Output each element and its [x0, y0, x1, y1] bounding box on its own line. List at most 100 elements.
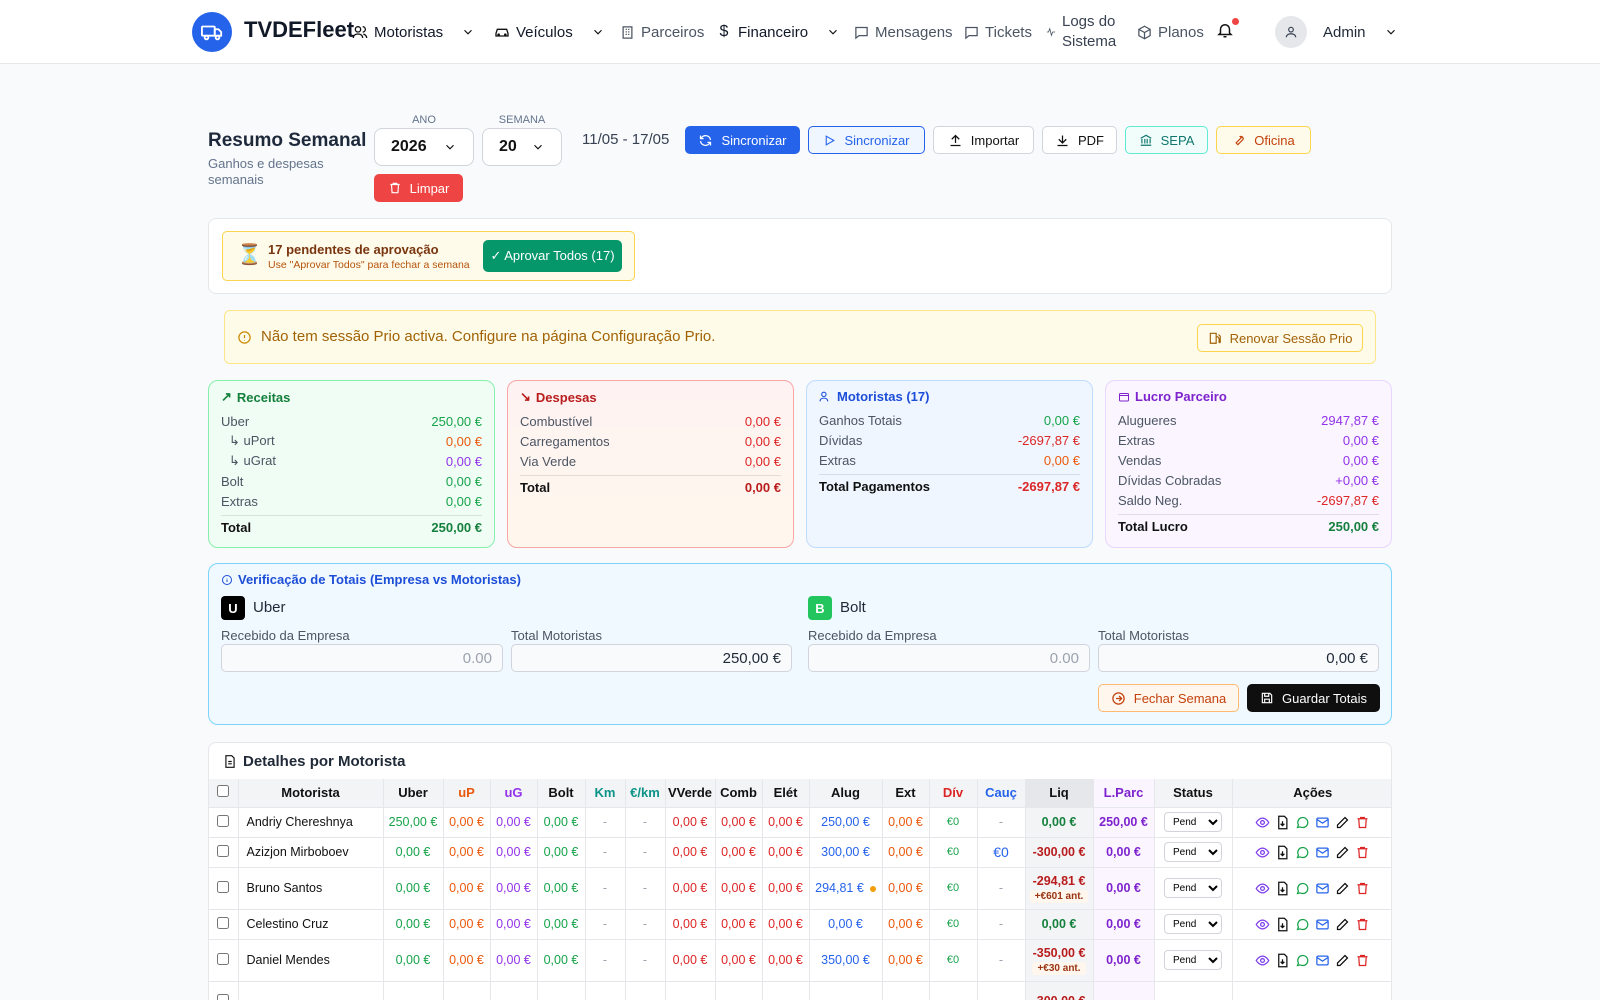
bolt-recebido-input[interactable]: 0.00	[808, 644, 1090, 672]
limpar-button[interactable]: Limpar	[374, 174, 463, 202]
ano-select[interactable]: 2026	[374, 128, 474, 166]
truck-logo-icon[interactable]	[192, 12, 232, 52]
nav-mensagens-label: Mensagens	[875, 23, 953, 41]
col-header[interactable]: Alug	[809, 779, 883, 807]
nav-parceiros[interactable]: Parceiros	[620, 0, 704, 64]
mail-icon[interactable]	[1315, 953, 1330, 968]
col-header[interactable]: Ações	[1232, 779, 1391, 807]
driver-name[interactable]	[238, 980, 384, 1000]
status-select[interactable]: Pend	[1164, 878, 1222, 898]
edit-icon[interactable]	[1335, 953, 1350, 968]
uber-recebido-input[interactable]: 0.00	[221, 644, 503, 672]
mail-icon[interactable]	[1315, 815, 1330, 830]
status-select[interactable]: Pend	[1164, 950, 1222, 970]
pdf-button[interactable]: PDF	[1042, 126, 1117, 154]
edit-icon[interactable]	[1335, 917, 1350, 932]
col-header[interactable]: Liq	[1025, 779, 1094, 807]
driver-name[interactable]: Daniel Mendes	[238, 938, 384, 981]
mail-icon[interactable]	[1315, 881, 1330, 896]
row-checkbox[interactable]	[217, 880, 230, 893]
nav-veiculos[interactable]: Veículos	[494, 0, 605, 64]
whatsapp-icon[interactable]	[1295, 953, 1310, 968]
col-header[interactable]: Comb	[715, 779, 763, 807]
col-header[interactable]: Motorista	[238, 779, 384, 807]
brand-name[interactable]: TVDEFleet	[244, 17, 355, 42]
edit-icon[interactable]	[1335, 845, 1350, 860]
col-header[interactable]: uP	[443, 779, 491, 807]
col-header[interactable]: L.Parc	[1093, 779, 1155, 807]
uber-cell: 250,00 €	[383, 806, 444, 837]
select-all-checkbox[interactable]	[217, 785, 230, 798]
nav-planos[interactable]: Planos	[1137, 0, 1204, 64]
eye-icon[interactable]	[1255, 953, 1270, 968]
fechar-semana-button[interactable]: Fechar Semana	[1098, 684, 1239, 712]
nav-financeiro[interactable]: $ Financeiro	[716, 0, 840, 64]
liq-cell: -350,00 € +€30 ant.	[1025, 938, 1094, 981]
user-menu[interactable]: Admin	[1323, 0, 1398, 64]
trash-icon[interactable]	[1355, 815, 1370, 830]
row-checkbox[interactable]	[217, 916, 230, 929]
driver-name[interactable]: Celestino Cruz	[238, 908, 384, 939]
guardar-totais-button[interactable]: Guardar Totais	[1247, 684, 1380, 712]
whatsapp-icon[interactable]	[1295, 881, 1310, 896]
trash-icon[interactable]	[1355, 845, 1370, 860]
semana-select[interactable]: 20	[482, 128, 562, 166]
col-header[interactable]: Status	[1154, 779, 1233, 807]
col-header[interactable]: Dív	[929, 779, 978, 807]
status-select[interactable]: Pend	[1164, 914, 1222, 934]
whatsapp-icon[interactable]	[1295, 815, 1310, 830]
file-download-icon[interactable]	[1275, 881, 1290, 896]
file-download-icon[interactable]	[1275, 953, 1290, 968]
row-checkbox[interactable]	[217, 952, 230, 965]
eye-icon[interactable]	[1255, 815, 1270, 830]
edit-icon[interactable]	[1335, 815, 1350, 830]
col-header[interactable]: Km	[585, 779, 626, 807]
sepa-button[interactable]: SEPA	[1125, 126, 1208, 154]
nav-tickets[interactable]: Tickets	[964, 0, 1032, 64]
file-download-icon[interactable]	[1275, 917, 1290, 932]
col-header[interactable]: Cauç	[977, 779, 1026, 807]
col-header[interactable]: Elét	[762, 779, 810, 807]
status-select[interactable]: Pend	[1164, 812, 1222, 832]
row-checkbox[interactable]	[217, 993, 230, 1000]
file-download-icon[interactable]	[1275, 815, 1290, 830]
sync-play-button[interactable]: Sincronizar	[808, 126, 925, 154]
eye-icon[interactable]	[1255, 917, 1270, 932]
eye-icon[interactable]	[1255, 845, 1270, 860]
play-icon	[826, 134, 836, 146]
trash-icon[interactable]	[1355, 953, 1370, 968]
trash-icon[interactable]	[1355, 917, 1370, 932]
avatar[interactable]	[1275, 16, 1307, 48]
row-checkbox[interactable]	[217, 844, 230, 857]
file-download-icon[interactable]	[1275, 845, 1290, 860]
bell-icon[interactable]	[1216, 20, 1234, 40]
trash-icon[interactable]	[1355, 881, 1370, 896]
driver-name[interactable]: Bruno Santos	[238, 866, 384, 909]
nav-mensagens[interactable]: Mensagens	[854, 0, 953, 64]
col-header[interactable]: Bolt	[537, 779, 586, 807]
whatsapp-icon[interactable]	[1295, 845, 1310, 860]
driver-name[interactable]: Andriy Chereshnya	[238, 806, 384, 837]
col-header[interactable]: VVerde	[665, 779, 716, 807]
import-button[interactable]: Importar	[933, 126, 1034, 154]
approve-all-button[interactable]: ✓ Aprovar Todos (17)	[483, 240, 622, 272]
trend-down-icon: ↘	[520, 389, 531, 404]
oficina-button[interactable]: Oficina	[1216, 126, 1311, 154]
total-label: Total Pagamentos	[819, 479, 931, 494]
edit-icon[interactable]	[1335, 881, 1350, 896]
col-header[interactable]: Uber	[383, 779, 444, 807]
status-select[interactable]: Pend	[1164, 842, 1222, 862]
renew-prio-button[interactable]: Renovar Sessão Prio	[1197, 324, 1363, 352]
nav-logs[interactable]: Logs do Sistema	[1046, 0, 1116, 64]
nav-motoristas[interactable]: Motoristas	[352, 0, 475, 64]
whatsapp-icon[interactable]	[1295, 917, 1310, 932]
row-checkbox[interactable]	[217, 814, 230, 827]
eye-icon[interactable]	[1255, 881, 1270, 896]
sync-button[interactable]: Sincronizar	[685, 126, 800, 154]
mail-icon[interactable]	[1315, 845, 1330, 860]
driver-name[interactable]: Azizjon Mirboboev	[238, 836, 384, 867]
col-header[interactable]: €/km	[625, 779, 666, 807]
col-header[interactable]: uG	[490, 779, 538, 807]
mail-icon[interactable]	[1315, 917, 1330, 932]
col-header[interactable]: Ext	[882, 779, 930, 807]
